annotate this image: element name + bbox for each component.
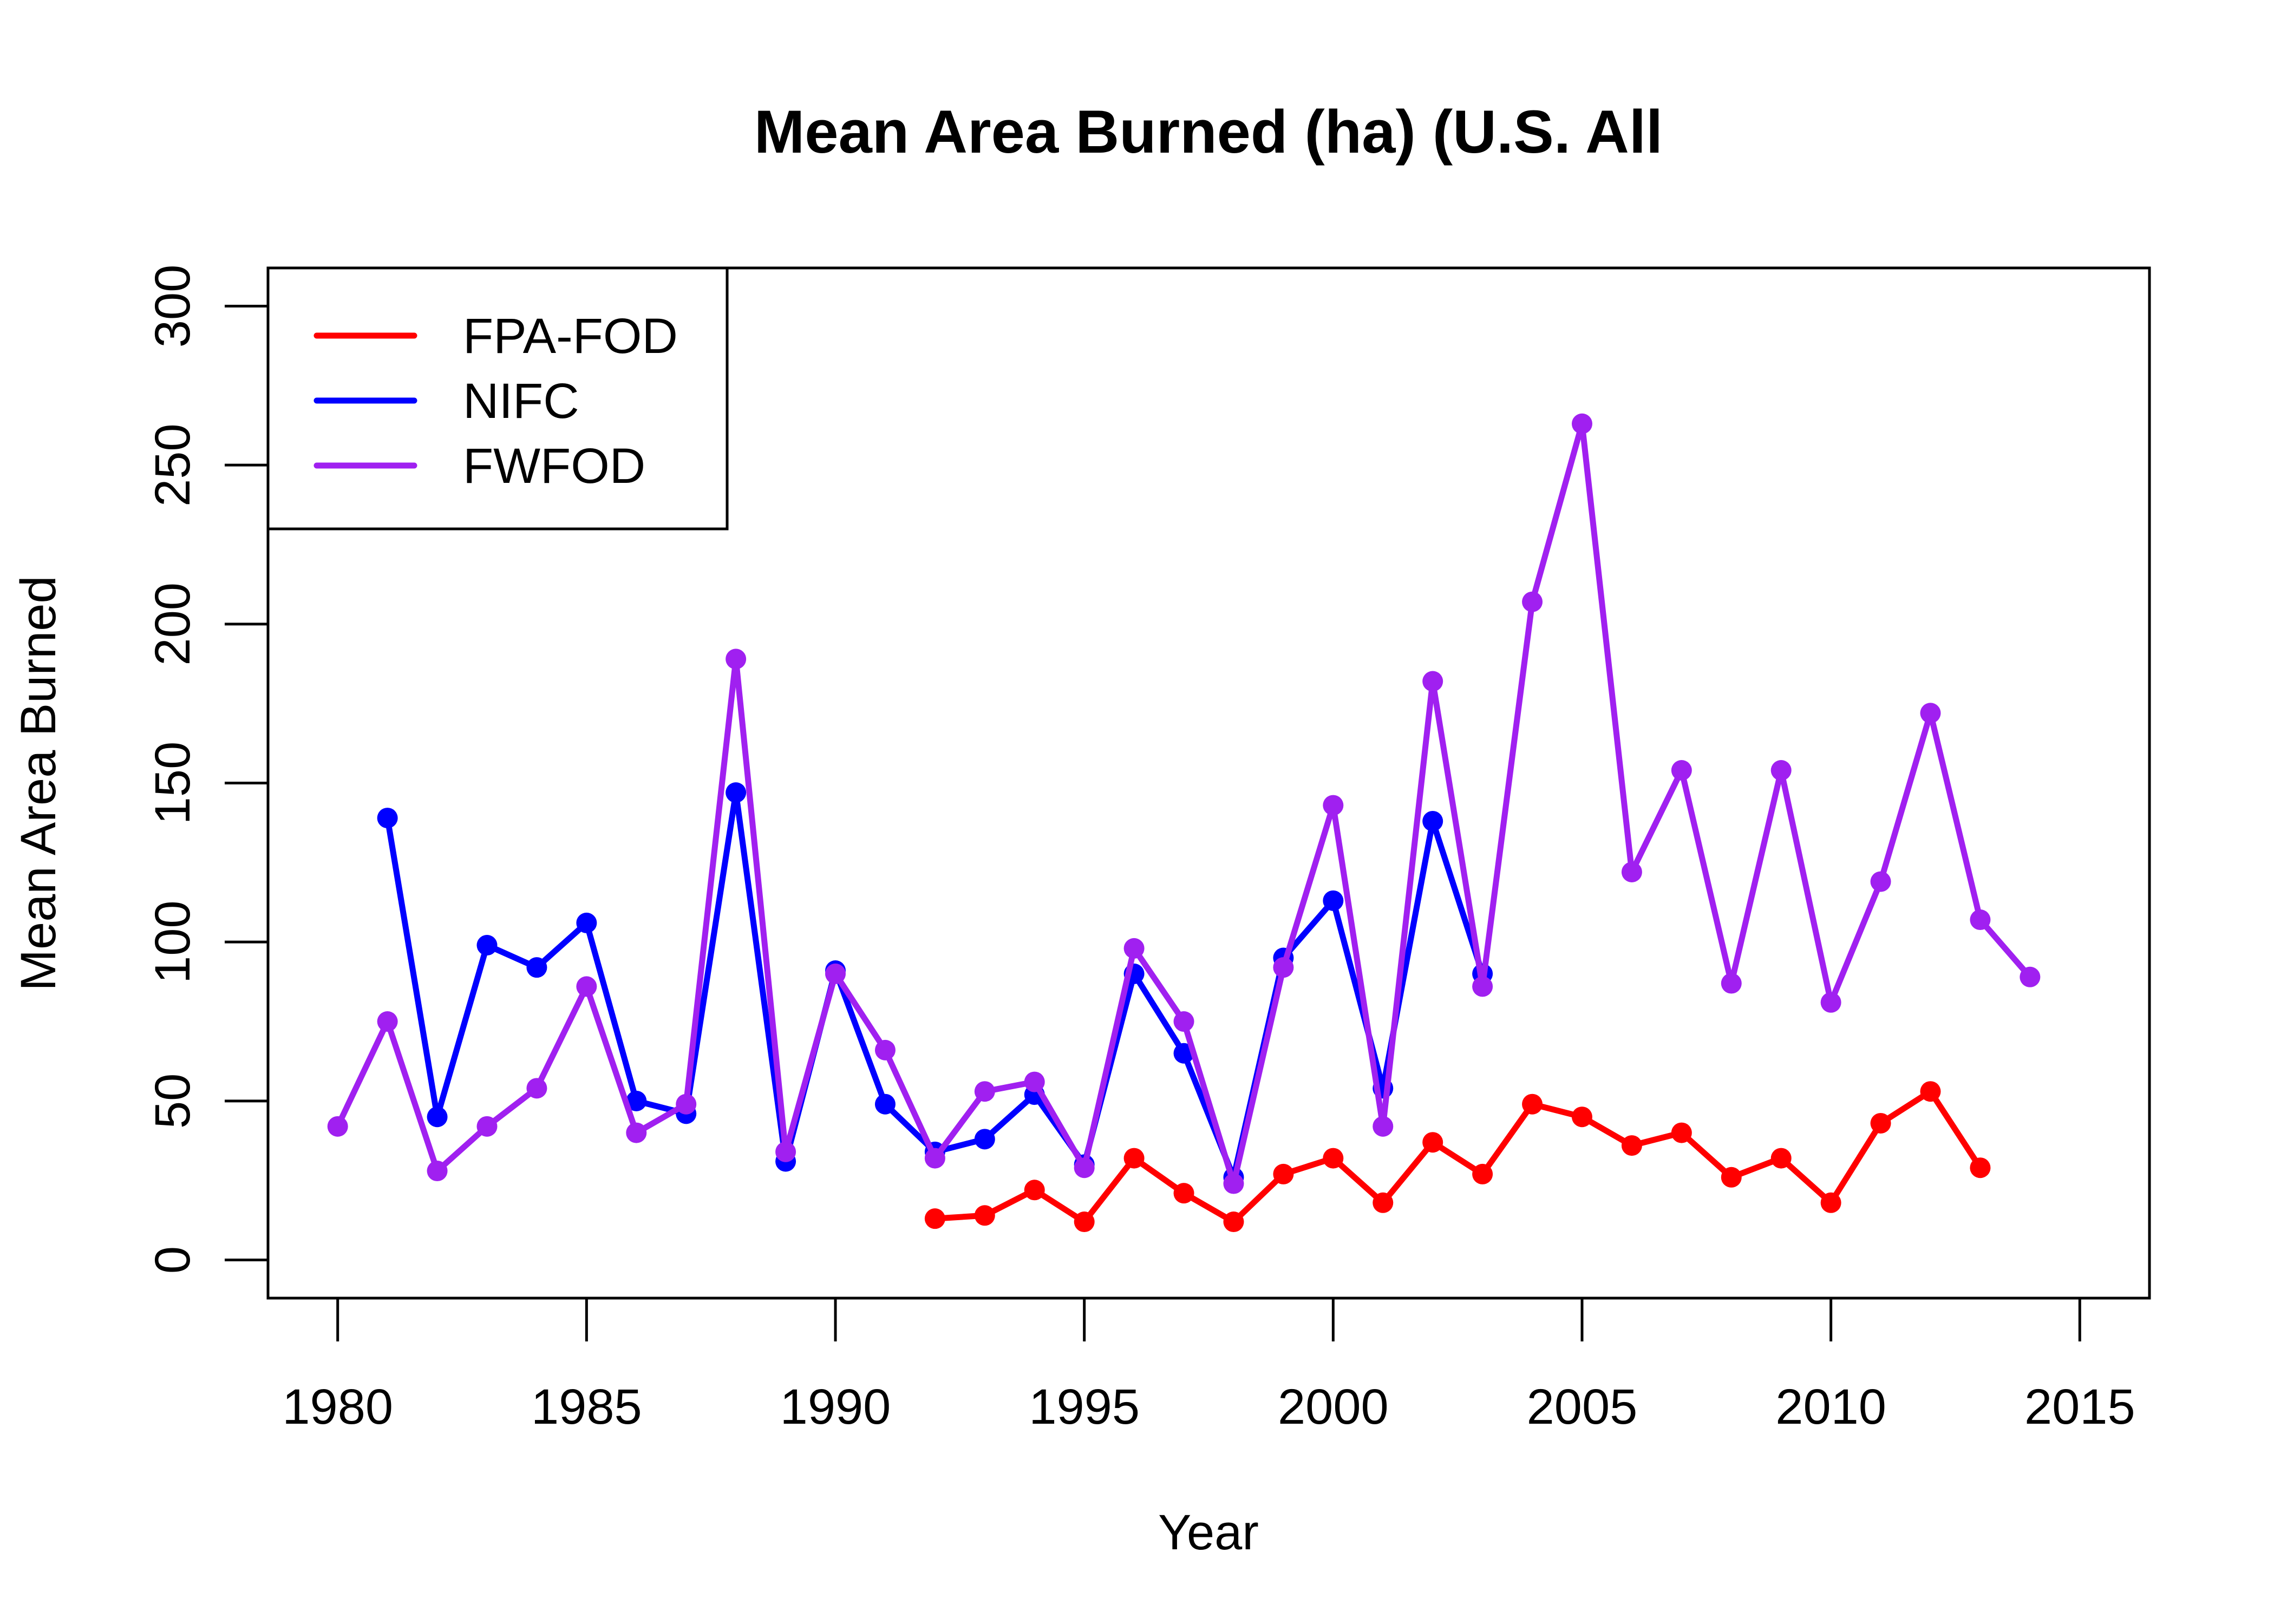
data-point-nifc [526, 957, 547, 978]
data-point-fwfod [1123, 938, 1145, 959]
x-tick-label: 1990 [780, 1379, 891, 1435]
data-point-fpa-fod [924, 1208, 945, 1229]
y-tick-label: 50 [145, 1073, 200, 1129]
data-point-nifc [974, 1129, 995, 1150]
data-point-fwfod [1223, 1173, 1244, 1194]
data-point-fpa-fod [974, 1205, 995, 1226]
data-point-fpa-fod [1024, 1180, 1045, 1201]
legend: FPA-FOD NIFC FWFOD [266, 266, 729, 531]
data-point-fwfod [1273, 957, 1294, 978]
x-tick-label: 2000 [1278, 1379, 1389, 1435]
data-point-fwfod [825, 963, 846, 984]
data-point-fpa-fod [1770, 1148, 1792, 1169]
y-tick-label: 250 [145, 423, 200, 507]
data-point-fwfod [1870, 871, 1891, 892]
data-point-fpa-fod [1621, 1135, 1642, 1156]
data-point-fpa-fod [1223, 1212, 1244, 1233]
y-tick-label: 100 [145, 900, 200, 984]
data-point-fwfod [726, 649, 747, 670]
data-point-fpa-fod [1074, 1212, 1095, 1233]
data-point-fwfod [1671, 760, 1692, 781]
x-tick-label: 2010 [1775, 1379, 1886, 1435]
data-point-fpa-fod [1820, 1192, 1841, 1213]
data-point-fpa-fod [1422, 1132, 1443, 1153]
series-fwfod [327, 413, 2041, 1194]
data-point-fwfod [576, 976, 597, 997]
x-tick-label: 2005 [1527, 1379, 1638, 1435]
data-point-nifc [626, 1090, 647, 1111]
data-point-nifc [476, 935, 498, 956]
y-axis: 0 50 100 150 200 250 300 [145, 265, 270, 1274]
data-point-fpa-fod [1571, 1106, 1592, 1128]
data-point-nifc [874, 1093, 896, 1115]
data-point-fwfod [1074, 1157, 1095, 1178]
legend-label: FWFOD [463, 438, 645, 494]
data-point-fwfod [1522, 591, 1543, 612]
x-tick-label: 1985 [531, 1379, 642, 1435]
y-tick-label: 0 [145, 1246, 200, 1274]
chart-title: Mean Area Burned (ha) (U.S. All [754, 98, 1663, 166]
data-point-fwfod [2020, 966, 2041, 987]
data-point-fpa-fod [1373, 1192, 1394, 1213]
y-axis-label: Mean Area Burned [11, 575, 66, 991]
data-point-fpa-fod [1123, 1148, 1145, 1169]
series-layer [327, 413, 2041, 1233]
data-point-fwfod [1323, 795, 1344, 816]
data-point-fwfod [974, 1081, 995, 1102]
x-axis: 1980 1985 1990 1995 2000 2005 2010 2015 [282, 1296, 2135, 1435]
data-point-fwfod [1472, 976, 1493, 997]
data-point-fwfod [1721, 973, 1742, 994]
data-point-fwfod [874, 1039, 896, 1060]
data-point-fwfod [377, 1011, 398, 1032]
data-point-fwfod [1422, 671, 1443, 692]
data-point-fwfod [1373, 1116, 1394, 1137]
x-tick-label: 1980 [282, 1379, 393, 1435]
x-tick-label: 2015 [2024, 1379, 2135, 1435]
data-point-fwfod [676, 1093, 697, 1115]
data-point-fwfod [526, 1078, 547, 1099]
data-point-nifc [576, 912, 597, 933]
data-point-fpa-fod [1273, 1163, 1294, 1184]
data-point-fwfod [775, 1141, 796, 1162]
data-point-nifc [1323, 890, 1344, 911]
data-point-fwfod [1770, 760, 1792, 781]
data-point-fwfod [626, 1122, 647, 1143]
y-tick-label: 300 [145, 265, 200, 348]
data-point-fpa-fod [1721, 1167, 1742, 1188]
y-tick-label: 200 [145, 582, 200, 666]
data-point-fwfod [1173, 1011, 1194, 1032]
data-point-fwfod [1970, 909, 1991, 931]
data-point-fwfod [1621, 861, 1642, 882]
data-point-fpa-fod [1472, 1163, 1493, 1184]
data-point-fwfod [427, 1161, 448, 1182]
data-point-fpa-fod [1870, 1112, 1891, 1134]
data-point-nifc [726, 782, 747, 803]
series-line-fpa-fod [932, 1088, 1983, 1225]
data-point-fwfod [1920, 703, 1941, 724]
data-point-nifc [377, 808, 398, 829]
data-point-fpa-fod [1173, 1183, 1194, 1204]
legend-label: FPA-FOD [463, 309, 678, 364]
data-point-nifc [427, 1106, 448, 1128]
series-fpa-fod [924, 1081, 1991, 1233]
data-point-fpa-fod [1920, 1081, 1941, 1102]
data-point-fpa-fod [1323, 1148, 1344, 1169]
data-point-fpa-fod [1970, 1157, 1991, 1178]
data-point-fwfod [476, 1116, 498, 1137]
data-point-fpa-fod [1522, 1093, 1543, 1115]
legend-label: NIFC [463, 374, 579, 429]
data-point-fwfod [1820, 992, 1841, 1013]
y-tick-label: 150 [145, 742, 200, 825]
data-point-fwfod [1571, 413, 1592, 434]
data-point-nifc [1422, 810, 1443, 831]
data-point-fpa-fod [1671, 1122, 1692, 1143]
x-axis-label: Year [1158, 1505, 1259, 1560]
data-point-fwfod [327, 1116, 348, 1137]
x-tick-label: 1995 [1029, 1379, 1140, 1435]
data-point-fwfod [1024, 1071, 1045, 1092]
data-point-fwfod [924, 1148, 945, 1169]
